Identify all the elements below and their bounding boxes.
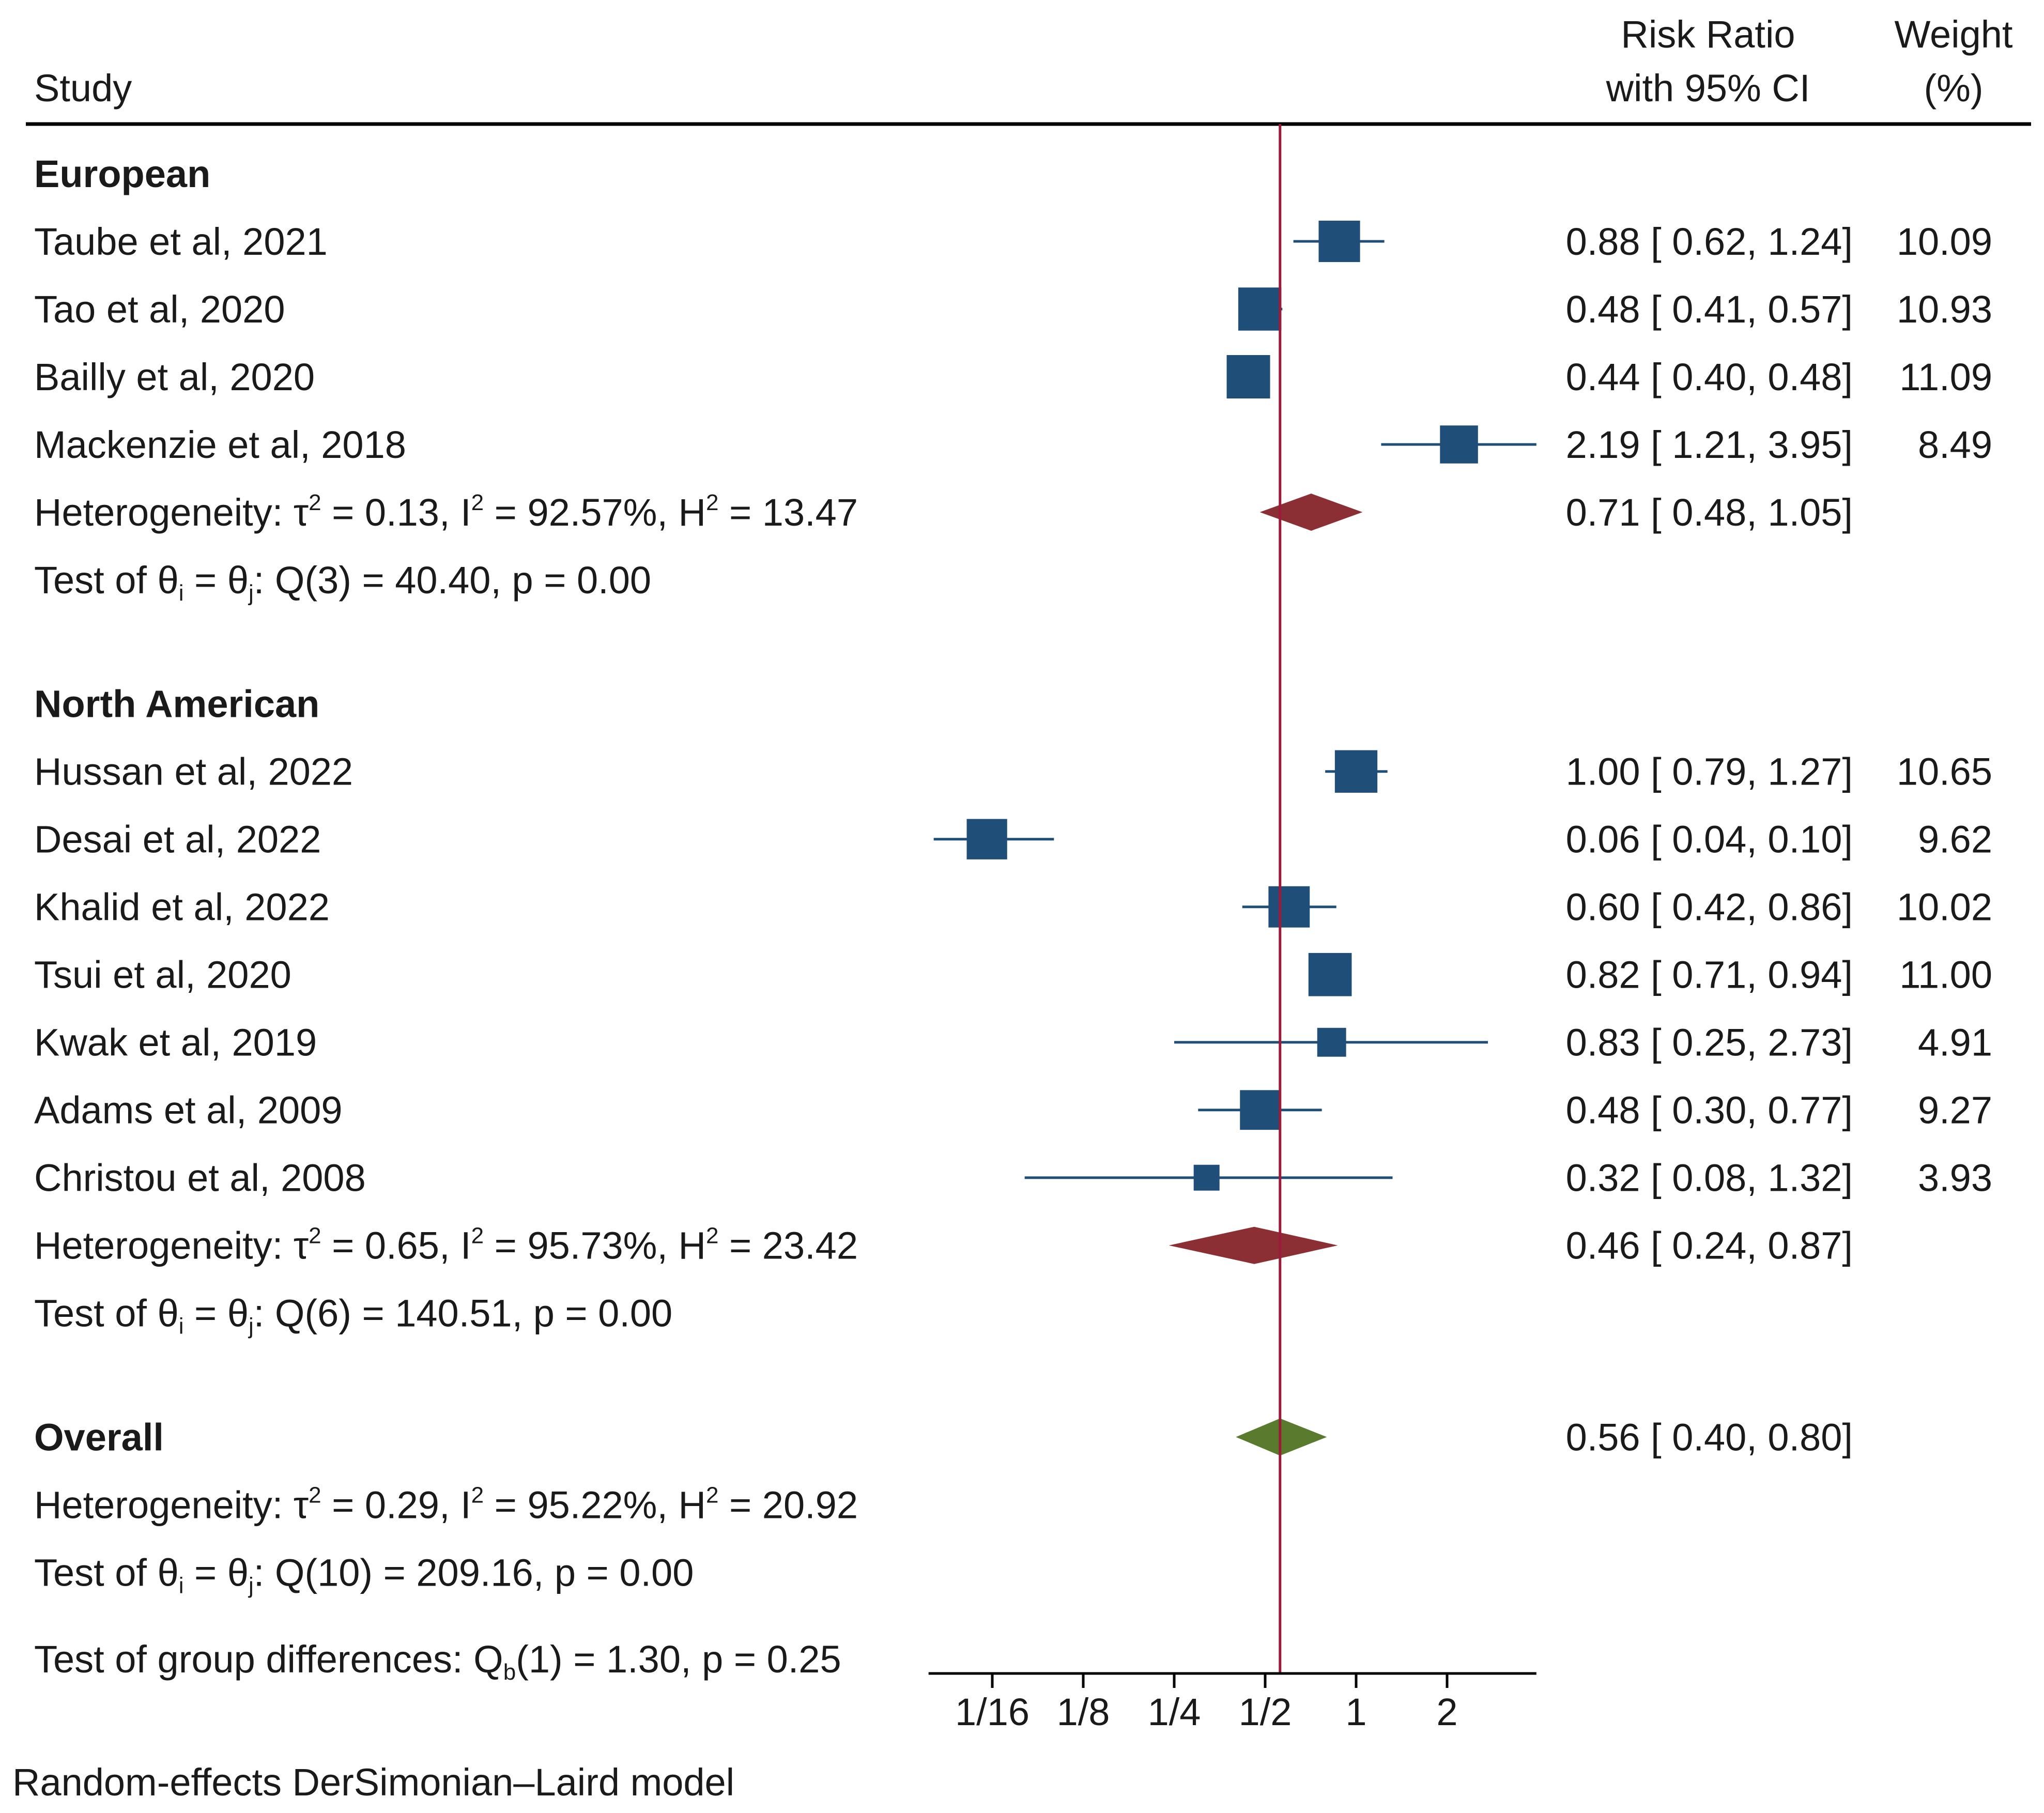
header-ci: with 95% CI — [1606, 67, 1810, 110]
x-axis: 1/16 1/8 1/4 1/2 1 2 — [928, 1672, 1536, 1733]
ci-value: 0.83 [ 0.25, 2.73] — [1566, 1021, 1853, 1064]
pooled-ci-value: 0.71 [ 0.48, 1.05] — [1566, 491, 1853, 534]
weight-value: 10.65 — [1897, 750, 1992, 793]
overall-heterogeneity-text: Heterogeneity: τ2 = 0.29, I2 = 95.22%, H… — [34, 1482, 858, 1526]
weight-value: 10.93 — [1897, 288, 1992, 331]
x-tick-label: 1/4 — [1148, 1691, 1201, 1733]
overall-ci-value: 0.56 [ 0.40, 0.80] — [1566, 1416, 1853, 1458]
heterogeneity-test-text: Test of θi = θj: Q(6) = 140.51, p = 0.00 — [34, 1292, 672, 1339]
overall-test-text: Test of θi = θj: Q(10) = 209.16, p = 0.0… — [34, 1551, 694, 1598]
study-label: Khalid et al, 2022 — [34, 886, 330, 929]
weight-value: 10.09 — [1897, 220, 1992, 263]
weight-value: 8.49 — [1918, 423, 1992, 466]
study-marker — [1308, 952, 1352, 996]
ci-value: 1.00 [ 0.79, 1.27] — [1566, 750, 1853, 793]
weight-value: 4.91 — [1918, 1021, 1992, 1064]
ci-value: 0.82 [ 0.71, 0.94] — [1566, 954, 1853, 996]
study-label: Hussan et al, 2022 — [34, 750, 353, 793]
ci-value: 0.88 [ 0.62, 1.24] — [1566, 220, 1853, 263]
pooled-ci-value: 0.46 [ 0.24, 0.87] — [1566, 1224, 1853, 1267]
group-title: North American — [34, 683, 319, 726]
weight-value: 11.09 — [1899, 356, 1992, 398]
x-tick-label: 2 — [1436, 1691, 1457, 1733]
study-label: Tsui et al, 2020 — [34, 954, 291, 996]
study-marker — [1334, 750, 1378, 793]
ci-value: 0.32 [ 0.08, 1.32] — [1566, 1157, 1853, 1200]
study-label: Mackenzie et al, 2018 — [34, 423, 406, 466]
study-label: Tao et al, 2020 — [34, 288, 285, 331]
study-marker — [1268, 886, 1310, 928]
study-marker — [966, 819, 1007, 859]
heterogeneity-text: Heterogeneity: τ2 = 0.65, I2 = 95.73%, H… — [34, 1223, 858, 1267]
header-risk-ratio: Risk Ratio — [1621, 13, 1795, 56]
group-diamond — [1259, 494, 1363, 531]
x-tick-label: 1/8 — [1057, 1691, 1110, 1733]
weight-value: 10.02 — [1897, 886, 1992, 929]
header-weight-unit: (%) — [1924, 67, 1983, 110]
x-tick-label: 1/2 — [1239, 1691, 1292, 1733]
rows-layer: European Taube et al, 2021 0.88 [ 0.62, 1.… — [34, 152, 1992, 1685]
group-title: European — [34, 152, 210, 195]
weight-value: 9.27 — [1918, 1089, 1992, 1132]
study-marker — [1240, 1090, 1280, 1130]
weight-value: 3.93 — [1918, 1157, 1992, 1200]
ci-value: 0.06 [ 0.04, 0.10] — [1566, 818, 1853, 861]
header-study: Study — [34, 67, 132, 110]
overall-title: Overall — [34, 1416, 164, 1458]
heterogeneity-text: Heterogeneity: τ2 = 0.13, I2 = 92.57%, H… — [34, 490, 858, 534]
study-marker — [1226, 355, 1270, 398]
heterogeneity-test-text: Test of θi = θj: Q(3) = 40.40, p = 0.00 — [34, 559, 651, 606]
ci-value: 0.48 [ 0.30, 0.77] — [1566, 1089, 1853, 1132]
study-label: Desai et al, 2022 — [34, 818, 321, 861]
study-label: Bailly et al, 2020 — [34, 356, 315, 398]
study-label: Taube et al, 2021 — [34, 220, 328, 263]
x-tick-label: 1 — [1345, 1691, 1366, 1733]
study-marker — [1440, 425, 1478, 464]
group-difference-test-text: Test of group differences: Qb(1) = 1.30,… — [34, 1638, 841, 1685]
study-label: Adams et al, 2009 — [34, 1089, 342, 1132]
group-diamond — [1169, 1226, 1338, 1264]
study-marker — [1317, 1027, 1346, 1057]
x-tick-label: 1/16 — [955, 1691, 1029, 1733]
overall-diamond — [1236, 1418, 1327, 1456]
weight-value: 11.00 — [1899, 954, 1992, 996]
plot-layer — [933, 124, 1536, 1673]
study-marker — [1318, 220, 1360, 263]
ci-value: 2.19 [ 1.21, 3.95] — [1566, 423, 1853, 466]
footnote: Random-effects DerSimonian–Laird model — [12, 1761, 734, 1804]
header-weight: Weight — [1895, 13, 2013, 56]
study-marker — [1193, 1164, 1220, 1191]
ci-value: 0.60 [ 0.42, 0.86] — [1566, 886, 1853, 929]
weight-value: 9.62 — [1918, 818, 1992, 861]
study-label: Christou et al, 2008 — [34, 1157, 366, 1200]
study-marker — [1238, 287, 1282, 331]
ci-value: 0.48 [ 0.41, 0.57] — [1566, 288, 1853, 331]
study-label: Kwak et al, 2019 — [34, 1021, 317, 1064]
ci-value: 0.44 [ 0.40, 0.48] — [1566, 356, 1853, 398]
